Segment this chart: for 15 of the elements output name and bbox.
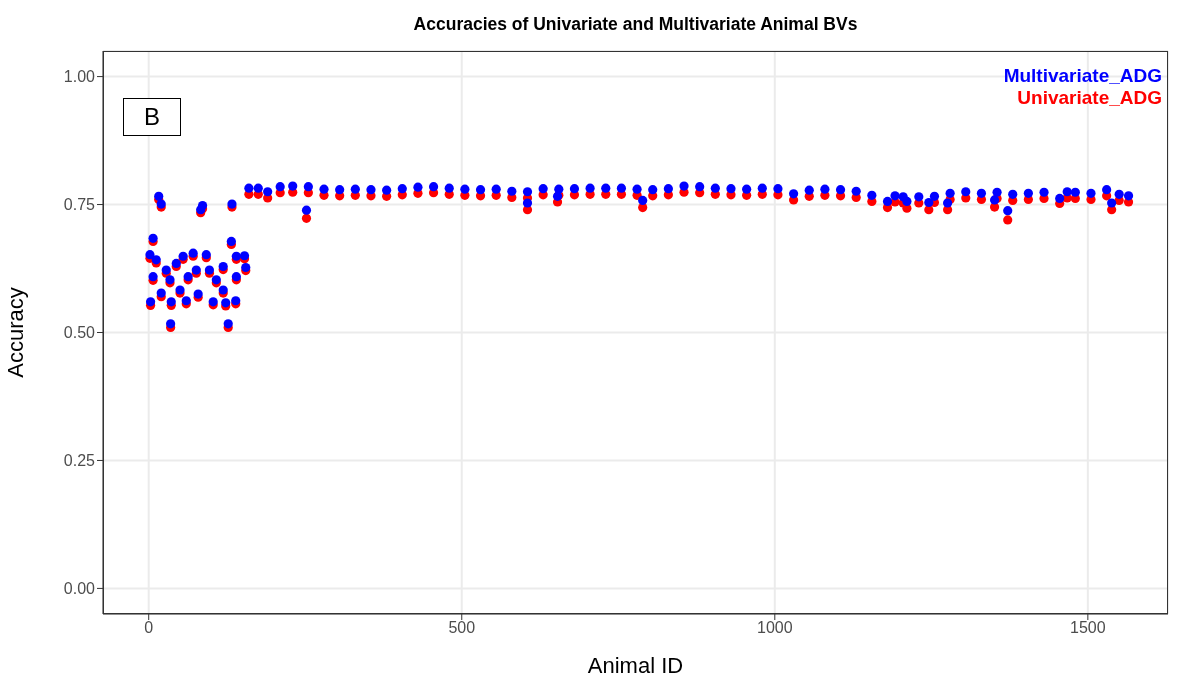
x-tick-label: 1000: [757, 619, 793, 637]
x-axis-title: Animal ID: [587, 653, 684, 678]
y-tick-label: 1.00: [63, 68, 96, 86]
annotation: B: [123, 98, 182, 136]
x-tick-label: 0: [144, 619, 154, 637]
y-tick-label: 0.25: [63, 452, 96, 470]
x-tick-label: 1500: [1070, 619, 1106, 637]
text: Multivariate_ADG: [1003, 65, 1162, 87]
y-tick-label: 0.75: [63, 196, 96, 214]
y-tick-label: 0.50: [63, 324, 96, 342]
y-axis-title: Accuracy: [2, 287, 28, 378]
text: Univariate_ADG: [1016, 87, 1162, 109]
y-tick-label: 0.00: [63, 580, 96, 598]
chart-title: Accuracies of Univariate and Multivariate Animal BVs: [412, 14, 859, 35]
x-tick-label: 500: [448, 619, 476, 637]
